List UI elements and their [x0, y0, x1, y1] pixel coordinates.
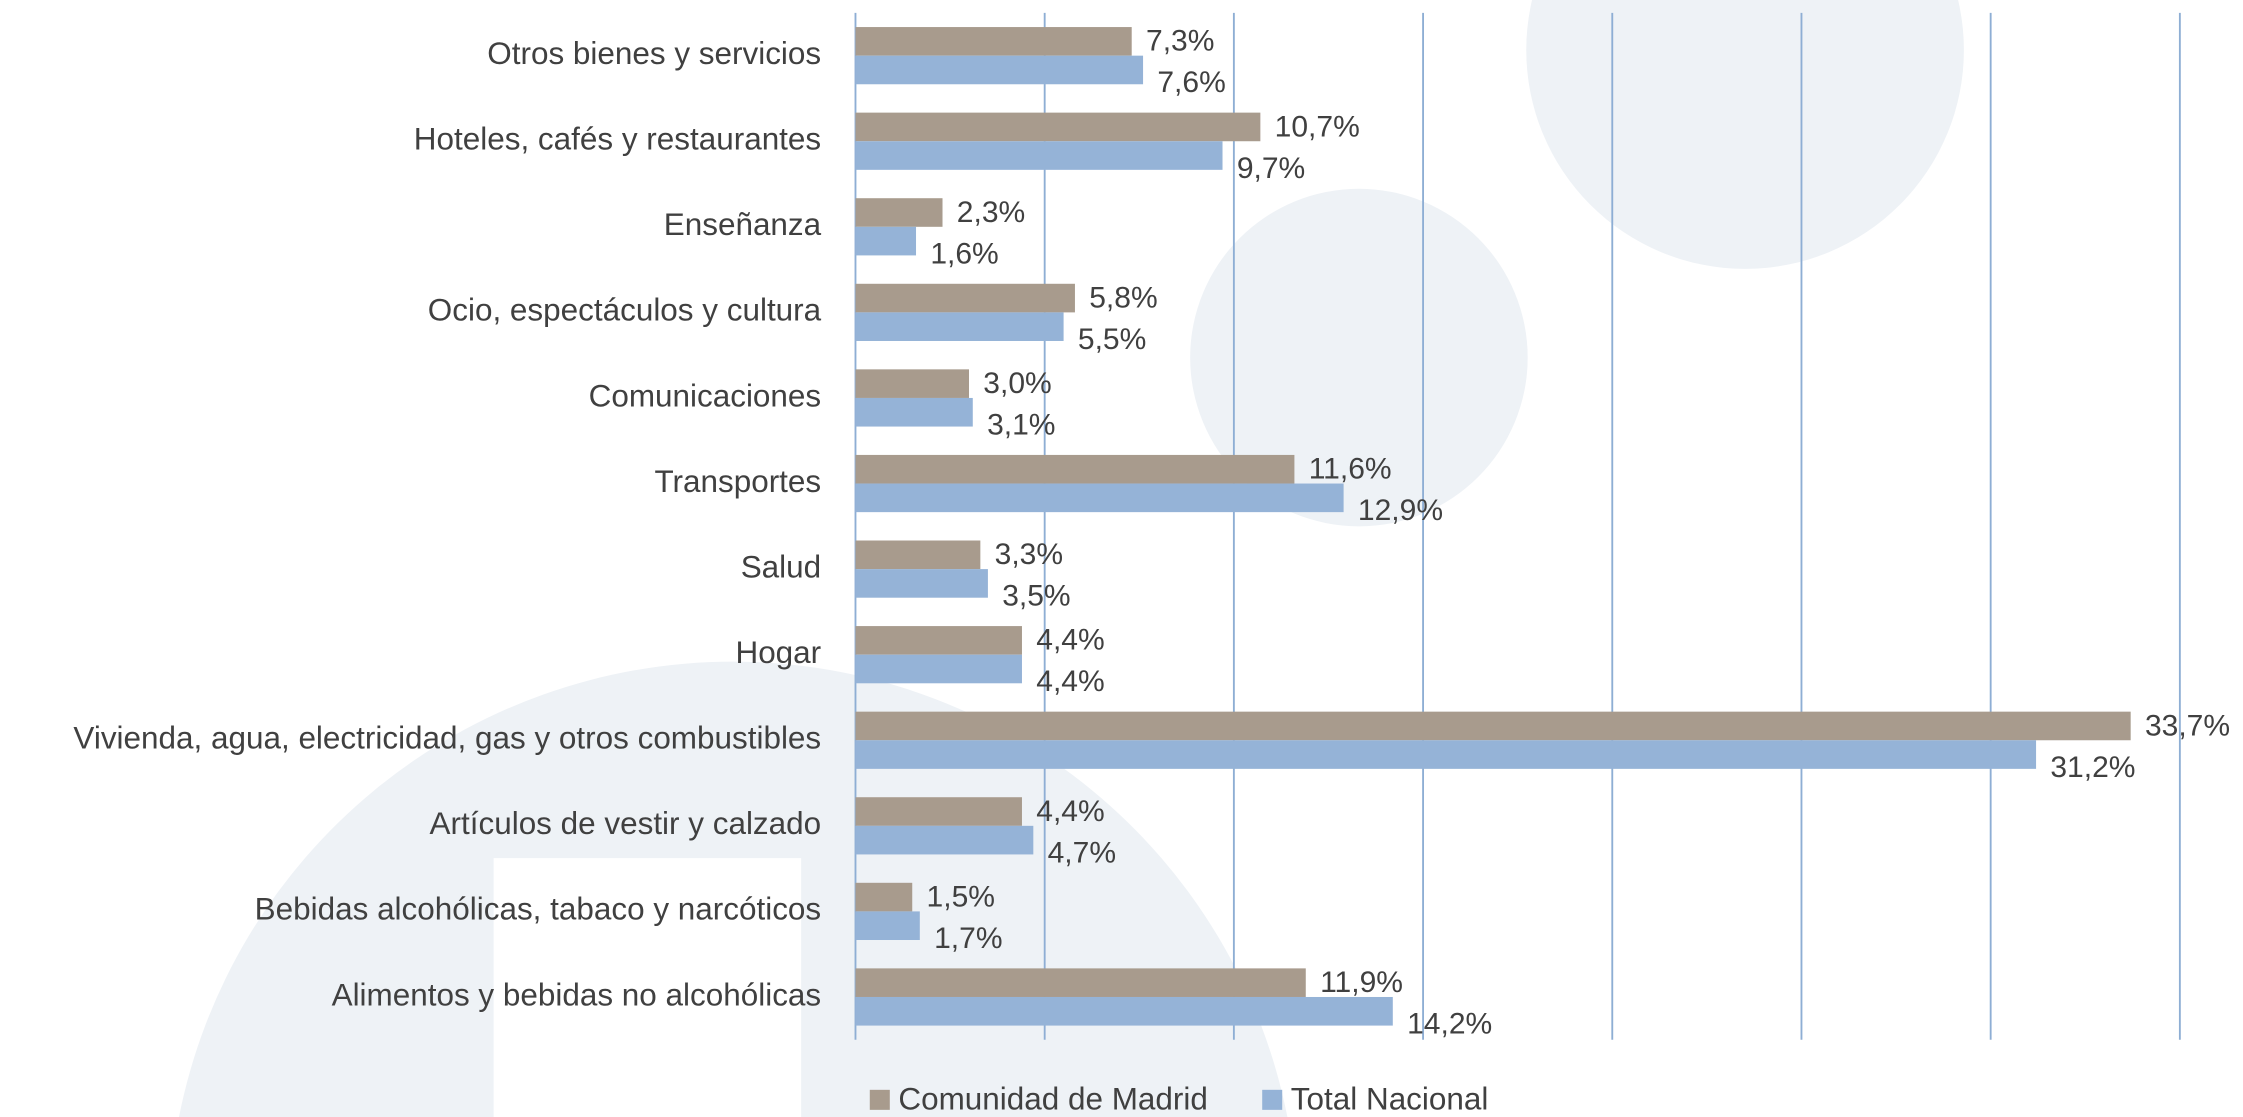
legend-swatch: [869, 1089, 890, 1110]
data-label: 3,5%: [1002, 580, 1070, 613]
y-tick-label: Alimentos y bebidas no alcohólicas: [332, 977, 822, 1012]
bar: [855, 569, 988, 598]
y-tick-label: Artículos de vestir y calzado: [430, 806, 822, 841]
data-label: 33,7%: [2145, 709, 2230, 742]
y-tick-label: Vivienda, agua, electricidad, gas y otro…: [73, 721, 821, 756]
data-label: 12,9%: [1358, 494, 1443, 527]
data-label: 1,5%: [927, 880, 995, 913]
bar: [855, 483, 1344, 513]
data-label: 3,1%: [987, 408, 1055, 441]
data-label: 7,3%: [1146, 25, 1214, 58]
legend-swatch: [1262, 1089, 1283, 1110]
y-tick-label: Ocio, espectáculos y cultura: [428, 293, 822, 328]
bar: [855, 882, 913, 912]
data-label: 11,9%: [1320, 966, 1403, 999]
bar: [855, 626, 1022, 655]
data-label: 5,8%: [1089, 281, 1157, 314]
data-label: 7,6%: [1157, 66, 1225, 99]
bar: [855, 283, 1075, 313]
data-label: 10,7%: [1275, 110, 1360, 143]
y-tick-label: Hoteles, cafés y restaurantes: [414, 122, 821, 157]
y-tick-label: Otros bienes y servicios: [487, 36, 821, 71]
bar: [855, 654, 1022, 684]
data-label: 14,2%: [1407, 1008, 1492, 1041]
bar: [855, 911, 920, 941]
decor-circle: [1190, 188, 1528, 527]
bar: [855, 740, 2037, 769]
bar: [855, 141, 1223, 170]
bar: [855, 968, 1306, 997]
decor-circle: [1526, 0, 1964, 269]
data-label: 11,6%: [1309, 453, 1392, 486]
data-label: 4,4%: [1036, 665, 1104, 698]
bar: [855, 369, 969, 398]
bar: [855, 397, 973, 427]
data-label: 2,3%: [957, 196, 1025, 229]
data-label: 31,2%: [2050, 751, 2135, 784]
y-tick-label: Transportes: [654, 464, 821, 499]
y-tick-label: Comunicaciones: [589, 378, 822, 413]
y-tick-label: Enseñanza: [664, 207, 822, 242]
bar: [855, 996, 1393, 1026]
y-tick-label: Hogar: [735, 635, 821, 670]
legend-label: Comunidad de Madrid: [898, 1082, 1207, 1117]
y-tick-label: Bebidas alcohólicas, tabaco y narcóticos: [255, 892, 821, 927]
data-label: 1,7%: [934, 922, 1002, 955]
data-label: 4,7%: [1048, 836, 1116, 869]
data-label: 1,6%: [930, 237, 998, 270]
data-label: 5,5%: [1078, 323, 1146, 356]
y-tick-label: Salud: [741, 549, 821, 584]
legend-label: Total Nacional: [1291, 1082, 1489, 1117]
bar: [855, 312, 1064, 341]
data-label: 4,4%: [1036, 624, 1104, 657]
data-label: 9,7%: [1237, 152, 1305, 185]
bar: [855, 540, 981, 570]
bar: [855, 198, 943, 227]
bar: [855, 27, 1132, 56]
bar: [855, 226, 917, 256]
bar: [855, 55, 1144, 85]
data-label: 3,3%: [995, 538, 1063, 571]
bar: [855, 454, 1295, 484]
data-label: 4,4%: [1036, 795, 1104, 828]
bar: [855, 825, 1034, 855]
bar: [855, 711, 2131, 741]
bar: [855, 797, 1022, 826]
bar: [855, 112, 1261, 142]
data-label: 3,0%: [983, 367, 1051, 400]
